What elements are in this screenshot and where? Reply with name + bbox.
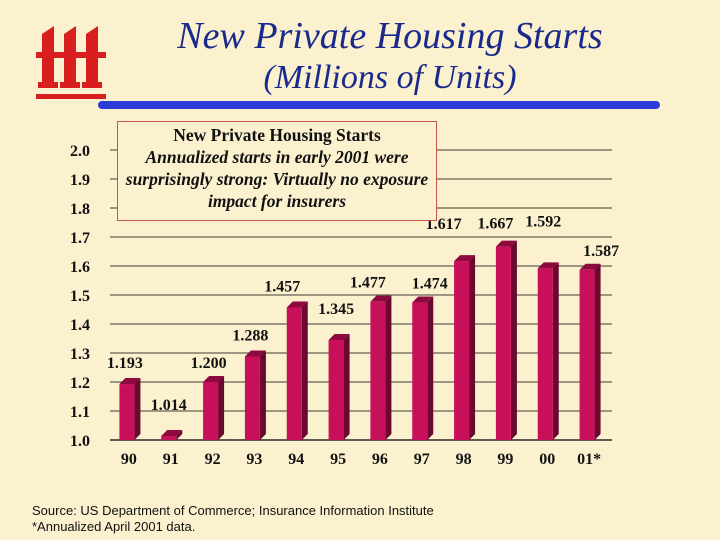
y-tick-label: 1.4 xyxy=(70,317,90,334)
bar-top xyxy=(454,255,476,262)
bar-top xyxy=(161,429,183,436)
bar-01* xyxy=(579,269,595,440)
bar-top xyxy=(119,378,141,385)
x-tick-label: 00 xyxy=(539,451,555,468)
bar-98 xyxy=(454,261,470,440)
bar-top xyxy=(537,262,559,269)
y-tick-label: 1.7 xyxy=(70,230,90,247)
bar-94 xyxy=(286,307,302,440)
bar-side xyxy=(552,262,559,440)
bar-value-label: 1.592 xyxy=(525,213,561,230)
y-tick-label: 1.2 xyxy=(70,375,90,392)
x-tick-label: 91 xyxy=(163,451,179,468)
x-tick-label: 90 xyxy=(121,451,137,468)
bar-top xyxy=(495,240,517,247)
bar-90 xyxy=(119,384,135,440)
callout-text: Annualized starts in early 2001 were sur… xyxy=(125,147,429,211)
bar-value-label: 1.474 xyxy=(412,276,448,293)
y-tick-label: 1.8 xyxy=(70,201,90,218)
bar-side xyxy=(301,301,308,440)
iii-logo-icon xyxy=(36,26,106,99)
bar-value-label: 1.667 xyxy=(477,216,513,233)
x-axis-ticks: 90 91 92 93 94 95 96 97 98 99 00 01* xyxy=(121,451,601,468)
bar-97 xyxy=(412,302,428,440)
bar-top xyxy=(328,333,350,340)
bar-92 xyxy=(203,382,219,440)
x-tick-label: 97 xyxy=(414,451,430,468)
y-tick-label: 1.0 xyxy=(70,433,90,450)
x-tick-label: 01* xyxy=(577,451,601,468)
chart-bars xyxy=(119,240,601,440)
y-tick-label: 1.6 xyxy=(70,259,90,276)
bar-00 xyxy=(537,268,553,440)
bar-91 xyxy=(161,435,177,440)
bar-side xyxy=(427,296,434,440)
bar-side xyxy=(134,378,141,440)
bar-value-label: 1.193 xyxy=(107,355,143,372)
bar-value-label: 1.477 xyxy=(350,275,386,292)
bar-top xyxy=(286,301,308,308)
bar-value-label: 1.014 xyxy=(151,397,187,414)
x-tick-label: 94 xyxy=(288,451,304,468)
bar-value-labels: 1.193 1.014 1.200 1.288 1.457 1.345 1.477 1.474… xyxy=(107,213,619,414)
callout-box: New Private Housing Starts Annualized st… xyxy=(117,121,437,221)
x-tick-label: 95 xyxy=(330,451,346,468)
bar-side xyxy=(594,263,601,440)
bar-side xyxy=(343,333,350,440)
x-tick-label: 99 xyxy=(497,451,513,468)
bar-value-label: 1.345 xyxy=(318,301,354,318)
bar-93 xyxy=(244,356,260,440)
bar-value-label: 1.288 xyxy=(232,327,268,344)
x-tick-label: 96 xyxy=(372,451,388,468)
title-divider xyxy=(98,101,660,109)
callout-title: New Private Housing Starts xyxy=(173,125,381,145)
x-tick-label: 92 xyxy=(205,451,221,468)
bar-value-label: 1.200 xyxy=(191,355,227,372)
x-tick-label: 98 xyxy=(456,451,472,468)
bar-99 xyxy=(495,246,511,440)
bar-side xyxy=(385,295,392,440)
bar-top xyxy=(244,350,266,357)
footnote: *Annualized April 2001 data. xyxy=(32,519,196,534)
chart-footer: Source: US Department of Commerce; Insur… xyxy=(32,503,672,535)
y-tick-label: 1.3 xyxy=(70,346,90,363)
bar-top xyxy=(412,296,434,303)
bar-value-label: 1.457 xyxy=(264,278,300,295)
bar-96 xyxy=(370,301,386,440)
bar-side xyxy=(510,240,517,440)
page-subtitle: (Millions of Units) xyxy=(263,59,517,96)
y-tick-label: 1.9 xyxy=(70,172,90,189)
source-note: Source: US Department of Commerce; Insur… xyxy=(32,503,434,518)
y-tick-label: 2.0 xyxy=(70,143,90,160)
bar-side xyxy=(176,429,183,440)
bar-side xyxy=(259,350,266,440)
y-axis-ticks: 1.0 1.1 1.2 1.3 1.4 1.5 1.6 1.7 1.8 1.9 2.0 xyxy=(70,143,90,450)
bar-top xyxy=(203,376,225,382)
chart-gridlines xyxy=(110,149,612,441)
bar-top xyxy=(370,295,392,302)
bar-value-label: 1.587 xyxy=(583,243,619,260)
bar-side xyxy=(469,255,476,440)
bar-95 xyxy=(328,339,344,440)
bar-top xyxy=(579,263,601,270)
bar-side xyxy=(218,376,225,440)
y-tick-label: 1.5 xyxy=(70,288,90,305)
x-tick-label: 93 xyxy=(246,451,262,468)
y-tick-label: 1.1 xyxy=(70,404,90,421)
page-title: New Private Housing Starts xyxy=(177,15,603,57)
